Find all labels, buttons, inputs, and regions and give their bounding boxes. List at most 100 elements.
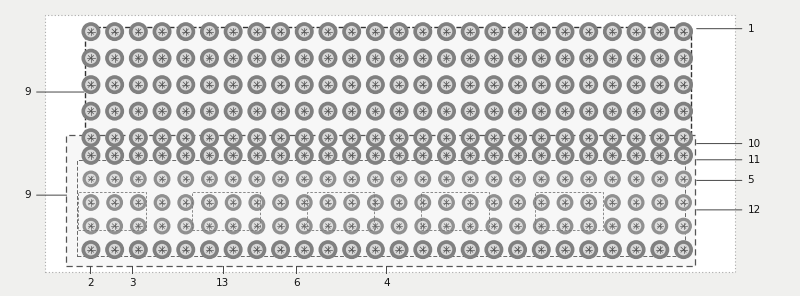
Ellipse shape xyxy=(678,53,689,63)
Ellipse shape xyxy=(86,133,96,143)
Ellipse shape xyxy=(295,147,313,164)
Ellipse shape xyxy=(319,147,337,164)
Ellipse shape xyxy=(252,222,262,231)
Ellipse shape xyxy=(533,147,550,164)
Ellipse shape xyxy=(295,241,313,258)
Ellipse shape xyxy=(391,195,407,210)
Ellipse shape xyxy=(561,198,570,207)
Ellipse shape xyxy=(390,23,408,40)
Ellipse shape xyxy=(272,23,290,40)
Ellipse shape xyxy=(106,76,123,94)
Ellipse shape xyxy=(627,102,645,120)
Ellipse shape xyxy=(224,129,242,147)
Ellipse shape xyxy=(442,244,451,255)
Ellipse shape xyxy=(627,49,645,67)
Ellipse shape xyxy=(319,241,337,258)
Ellipse shape xyxy=(82,49,100,67)
Ellipse shape xyxy=(533,76,550,94)
Ellipse shape xyxy=(249,218,265,234)
Ellipse shape xyxy=(556,49,574,67)
Ellipse shape xyxy=(178,171,194,187)
Ellipse shape xyxy=(299,80,310,90)
Ellipse shape xyxy=(631,53,641,63)
Ellipse shape xyxy=(157,53,167,63)
Ellipse shape xyxy=(224,23,242,40)
Ellipse shape xyxy=(631,150,641,160)
Ellipse shape xyxy=(676,195,691,210)
Ellipse shape xyxy=(134,150,143,160)
Ellipse shape xyxy=(485,241,502,258)
Ellipse shape xyxy=(418,106,428,116)
Ellipse shape xyxy=(485,129,502,147)
Ellipse shape xyxy=(394,80,404,90)
Ellipse shape xyxy=(106,129,123,147)
Ellipse shape xyxy=(86,80,96,90)
Ellipse shape xyxy=(346,27,357,37)
Ellipse shape xyxy=(154,218,170,234)
Ellipse shape xyxy=(533,23,550,40)
Ellipse shape xyxy=(558,195,573,210)
Ellipse shape xyxy=(106,241,123,258)
Ellipse shape xyxy=(438,102,455,120)
Ellipse shape xyxy=(224,49,242,67)
Ellipse shape xyxy=(604,49,621,67)
Ellipse shape xyxy=(462,49,479,67)
Ellipse shape xyxy=(275,27,286,37)
Ellipse shape xyxy=(678,80,689,90)
Ellipse shape xyxy=(674,241,692,258)
Ellipse shape xyxy=(157,27,167,37)
Ellipse shape xyxy=(604,76,621,94)
Ellipse shape xyxy=(82,102,100,120)
Ellipse shape xyxy=(490,222,498,231)
Ellipse shape xyxy=(466,174,474,184)
Ellipse shape xyxy=(370,27,381,37)
Ellipse shape xyxy=(344,171,359,187)
Ellipse shape xyxy=(556,23,574,40)
Ellipse shape xyxy=(581,171,597,187)
Ellipse shape xyxy=(652,171,667,187)
Ellipse shape xyxy=(249,195,265,210)
Ellipse shape xyxy=(558,218,573,234)
Ellipse shape xyxy=(177,49,194,67)
Ellipse shape xyxy=(130,23,147,40)
Ellipse shape xyxy=(110,198,119,207)
Ellipse shape xyxy=(604,23,621,40)
Ellipse shape xyxy=(107,195,122,210)
Ellipse shape xyxy=(228,27,238,37)
Ellipse shape xyxy=(605,171,620,187)
Ellipse shape xyxy=(204,150,214,160)
Ellipse shape xyxy=(580,76,598,94)
Ellipse shape xyxy=(651,102,669,120)
Ellipse shape xyxy=(205,174,214,184)
Ellipse shape xyxy=(438,23,455,40)
Ellipse shape xyxy=(178,195,194,210)
Ellipse shape xyxy=(82,76,100,94)
Ellipse shape xyxy=(201,147,218,164)
Ellipse shape xyxy=(226,195,241,210)
Ellipse shape xyxy=(371,222,380,231)
Ellipse shape xyxy=(323,174,333,184)
Ellipse shape xyxy=(560,150,570,160)
Bar xyxy=(306,192,374,231)
Ellipse shape xyxy=(228,106,238,116)
Ellipse shape xyxy=(489,53,499,63)
Ellipse shape xyxy=(248,49,266,67)
Ellipse shape xyxy=(86,53,96,63)
Ellipse shape xyxy=(442,198,451,207)
Ellipse shape xyxy=(370,244,381,255)
Ellipse shape xyxy=(366,129,384,147)
Ellipse shape xyxy=(252,80,262,90)
Ellipse shape xyxy=(297,195,312,210)
Bar xyxy=(45,15,735,272)
Ellipse shape xyxy=(134,133,143,143)
Ellipse shape xyxy=(651,241,669,258)
Ellipse shape xyxy=(509,76,526,94)
Ellipse shape xyxy=(607,244,618,255)
Ellipse shape xyxy=(248,23,266,40)
Ellipse shape xyxy=(154,49,171,67)
Ellipse shape xyxy=(605,218,620,234)
Text: 5: 5 xyxy=(697,176,754,185)
Ellipse shape xyxy=(323,133,333,143)
Ellipse shape xyxy=(181,53,191,63)
Ellipse shape xyxy=(323,244,333,255)
